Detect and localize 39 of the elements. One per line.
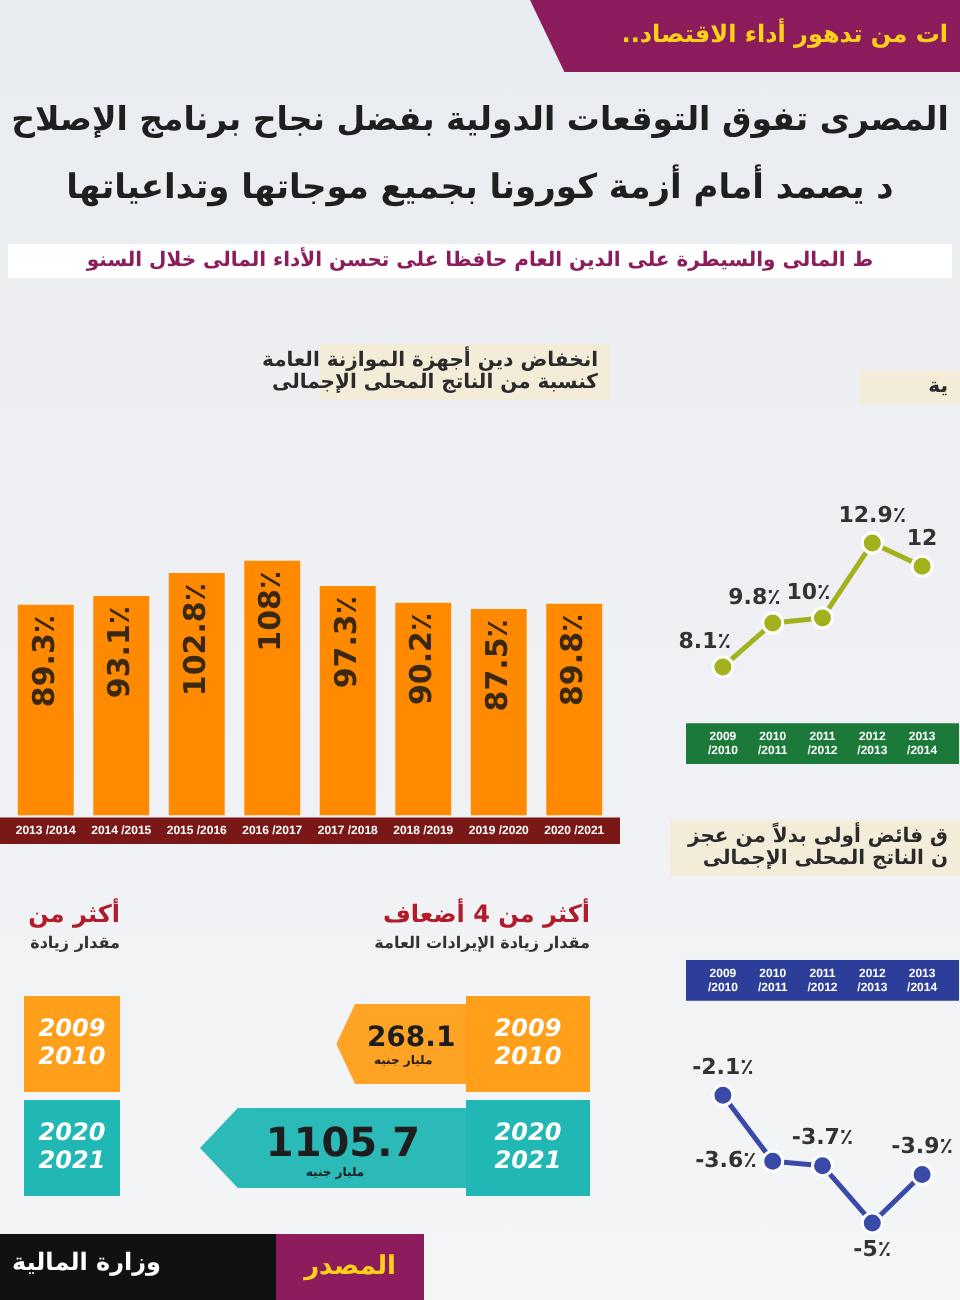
cube-block: 2009 2010 bbox=[24, 996, 120, 1092]
chart-title: ية bbox=[926, 376, 948, 398]
data-label: 93.1٪ bbox=[101, 605, 138, 699]
chart-subtitle: ن الناتج المحلى الإجمالى bbox=[700, 848, 948, 870]
text: د يصمد أمام أزمة كورونا بجميع موجاتها وتداعياتها bbox=[64, 168, 896, 208]
text: أكثر من bbox=[26, 900, 120, 928]
data-label: -3.7٪ bbox=[791, 1124, 854, 1151]
data-label: -3.6٪ bbox=[695, 1147, 757, 1174]
chart-title: ق فائض أولى بدلاً من عجز bbox=[685, 826, 948, 848]
text: أكثر من 4 أضعاف bbox=[380, 900, 590, 928]
cube-block: 2020 2021 bbox=[466, 1100, 590, 1196]
data-label: -5٪ bbox=[853, 1235, 892, 1262]
chart-subtitle: كنسبة من الناتج المحلى الإجمالى bbox=[271, 372, 598, 394]
data-label: 268.1 bbox=[364, 1021, 456, 1053]
data-label: 108٪ bbox=[252, 570, 289, 652]
chart-title: انخفاض دين أجهزة الموازنة العامة bbox=[262, 350, 598, 372]
data-label: 9.8٪ bbox=[728, 583, 781, 610]
data-label: 89.3٪ bbox=[25, 614, 62, 708]
data-label: -2.1٪ bbox=[692, 1053, 754, 1080]
data-label: 12 bbox=[906, 525, 938, 551]
text: وزارة المالية bbox=[12, 1248, 162, 1276]
data-label: 89.8٪ bbox=[554, 613, 591, 707]
data-label: 90.2٪ bbox=[403, 612, 440, 706]
cube-block: 2009 2010 bbox=[466, 996, 590, 1092]
cube-block: 2020 2021 bbox=[24, 1100, 120, 1196]
data-label: 97.3٪ bbox=[327, 595, 364, 689]
data-label: 87.5٪ bbox=[478, 619, 515, 712]
text: ات من تدهور أداء الاقتصاد.. bbox=[530, 0, 960, 72]
text: ط المالى والسيطرة على الدين العام حافظا على تحسن الأداء المالى خلال السنو bbox=[8, 244, 952, 278]
data-label: 1105.7 bbox=[263, 1117, 421, 1165]
text: مقدار زيادة الإيرادات العامة bbox=[372, 934, 590, 952]
data-label: 10٪ bbox=[786, 578, 831, 605]
text: المصدر bbox=[276, 1234, 424, 1300]
data-label: 8.1٪ bbox=[678, 627, 731, 654]
data-label: 12.9٪ bbox=[838, 501, 907, 528]
text: مقدار زيادة bbox=[28, 934, 120, 952]
data-label: 102.8٪ bbox=[176, 582, 213, 697]
data-label: -3.9٪ bbox=[891, 1133, 953, 1160]
text: المصرى تفوق التوقعات الدولية بفضل نجاح برنامج الإصلاح bbox=[9, 100, 951, 138]
